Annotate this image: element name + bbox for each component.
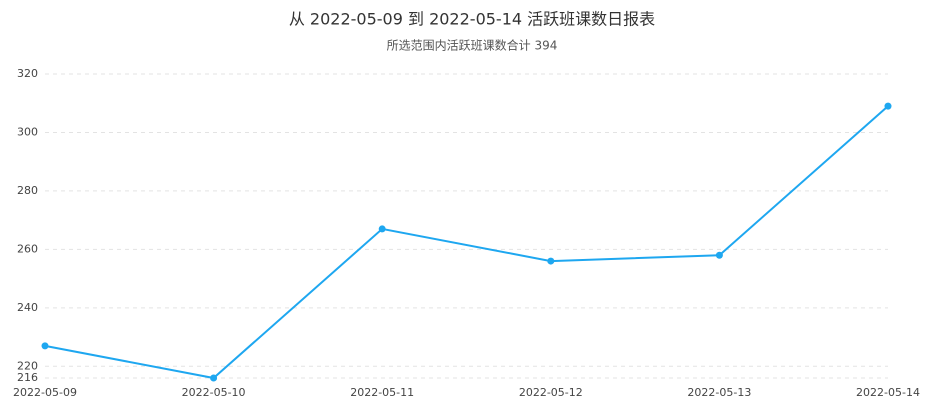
y-tick-label: 300 bbox=[17, 125, 38, 138]
x-tick-label: 2022-05-12 bbox=[519, 386, 583, 399]
y-tick-label: 216 bbox=[17, 371, 38, 384]
y-tick-label: 260 bbox=[17, 242, 38, 255]
y-tick-label: 220 bbox=[17, 359, 38, 372]
point bbox=[547, 257, 555, 265]
point bbox=[210, 374, 218, 382]
x-tick-label: 2022-05-13 bbox=[687, 386, 751, 399]
x-tick-label: 2022-05-14 bbox=[856, 386, 920, 399]
x-tick-label: 2022-05-09 bbox=[13, 386, 77, 399]
line bbox=[44, 105, 889, 380]
point bbox=[378, 225, 386, 233]
point bbox=[41, 342, 49, 350]
point bbox=[884, 102, 892, 110]
point bbox=[715, 251, 723, 259]
chart-subtitle: 所选范围内活跃班课数合计 394 bbox=[387, 38, 558, 53]
y-tick-label: 280 bbox=[17, 184, 38, 197]
y-tick-label: 320 bbox=[17, 67, 38, 80]
chart-title: 从 2022-05-09 到 2022-05-14 活跃班课数日报表 bbox=[289, 10, 655, 29]
y-tick-label: 240 bbox=[17, 301, 38, 314]
x-tick-label: 2022-05-11 bbox=[350, 386, 414, 399]
x-tick-label: 2022-05-10 bbox=[182, 386, 246, 399]
